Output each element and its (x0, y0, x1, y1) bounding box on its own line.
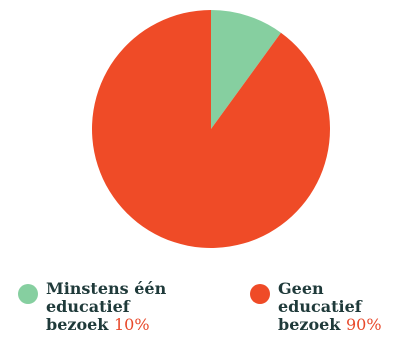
legend-item-geen: Geen educatief bezoek 90% (250, 280, 382, 334)
legend-label-line-with-pct: bezoek 10% (46, 316, 166, 334)
legend-label-line: educatief (278, 297, 362, 316)
pie-slice-0 (211, 10, 281, 129)
legend-label-line: bezoek (278, 315, 341, 334)
legend-label-line-with-pct: bezoek 90% (278, 316, 382, 334)
legend-swatch-minstens-een (18, 284, 38, 304)
legend-label-line: Geen (278, 279, 324, 298)
pie-slice-1 (92, 9, 331, 248)
legend-swatch-geen (250, 284, 270, 304)
legend-label-line: Minstens één (46, 279, 167, 298)
pie-chart (92, 9, 331, 248)
legend-item-minstens-een: Minstens één educatief bezoek 10% (18, 280, 166, 334)
legend-label-minstens-een: Minstens één educatief bezoek 10% (46, 280, 166, 334)
legend-label-line: bezoek (46, 315, 109, 334)
legend-label-line: educatief (46, 297, 130, 316)
legend-label-geen: Geen educatief bezoek 90% (278, 280, 382, 334)
legend-percentage: 90% (345, 315, 382, 334)
legend-percentage: 10% (113, 315, 150, 334)
pie-chart-svg (92, 9, 331, 248)
